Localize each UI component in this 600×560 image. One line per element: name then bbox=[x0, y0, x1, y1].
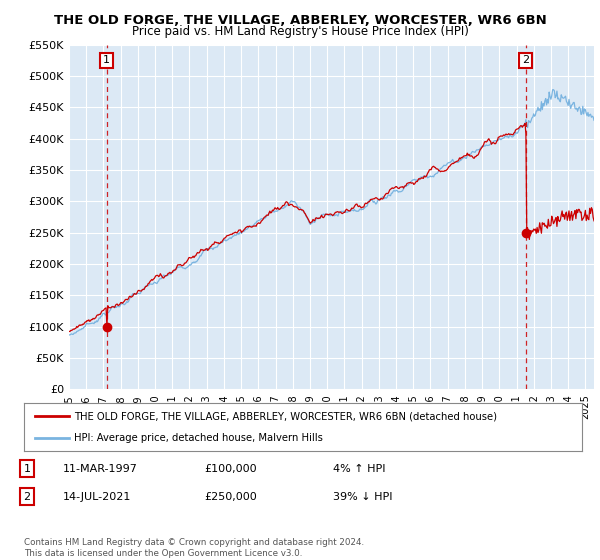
Text: 2: 2 bbox=[522, 55, 529, 66]
Text: £250,000: £250,000 bbox=[204, 492, 257, 502]
Text: 1: 1 bbox=[103, 55, 110, 66]
Text: 14-JUL-2021: 14-JUL-2021 bbox=[63, 492, 131, 502]
Text: 1: 1 bbox=[23, 464, 31, 474]
Text: HPI: Average price, detached house, Malvern Hills: HPI: Average price, detached house, Malv… bbox=[74, 433, 323, 443]
Text: Price paid vs. HM Land Registry's House Price Index (HPI): Price paid vs. HM Land Registry's House … bbox=[131, 25, 469, 38]
Text: THE OLD FORGE, THE VILLAGE, ABBERLEY, WORCESTER, WR6 6BN (detached house): THE OLD FORGE, THE VILLAGE, ABBERLEY, WO… bbox=[74, 411, 497, 421]
Text: Contains HM Land Registry data © Crown copyright and database right 2024.
This d: Contains HM Land Registry data © Crown c… bbox=[24, 538, 364, 558]
Text: THE OLD FORGE, THE VILLAGE, ABBERLEY, WORCESTER, WR6 6BN: THE OLD FORGE, THE VILLAGE, ABBERLEY, WO… bbox=[53, 14, 547, 27]
Text: 4% ↑ HPI: 4% ↑ HPI bbox=[333, 464, 386, 474]
Text: 11-MAR-1997: 11-MAR-1997 bbox=[63, 464, 138, 474]
Text: £100,000: £100,000 bbox=[204, 464, 257, 474]
Text: 2: 2 bbox=[23, 492, 31, 502]
Text: 39% ↓ HPI: 39% ↓ HPI bbox=[333, 492, 392, 502]
